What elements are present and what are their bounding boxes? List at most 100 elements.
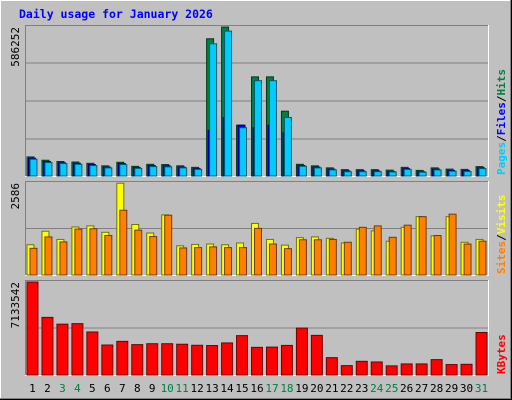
bar-visits-sites-day-15 [239,247,248,276]
x-tick-label-day-19: 19 [295,382,308,395]
bar-visits-sites-day-22 [343,241,352,276]
bar-hits-pages-day-26 [403,168,412,177]
bar-hits-pages-day-2 [44,162,53,177]
x-tick-label-day-16: 16 [250,382,263,395]
bar-hits-pages-day-12 [194,168,203,177]
x-tick-label-day-18: 18 [280,382,293,395]
bar-hits-pages-day-4 [74,163,83,177]
bar-hits-pages-day-9 [149,166,158,177]
x-tick-label-day-22: 22 [340,382,353,395]
legend-entry-hits-3: / [495,95,508,102]
bar-visits-sites-day-23 [358,226,367,276]
legend-kbytes: KBytes [495,334,508,374]
bar-visits-sites-day-27 [418,216,427,276]
bar-hits-pages-day-24 [373,171,382,177]
bar-visits-sites-day-30 [463,243,472,276]
bar-kbytes-kbytes-day-2 [41,316,54,376]
bar-kbytes-kbytes-day-10 [161,343,174,376]
legend-entry-visits-0: Sites [495,241,508,274]
x-tick-label-day-13: 13 [205,382,218,395]
bar-visits-sites-day-31 [478,240,487,276]
bar-hits-pages-day-31 [478,168,487,177]
x-tick-label-day-21: 21 [325,382,338,395]
y-max-label-visits: 2586 [9,183,22,210]
x-tick-label-day-2: 2 [44,382,51,395]
bar-hits-pages-day-27 [418,171,427,177]
bar-visits-sites-day-1 [29,247,38,276]
bar-kbytes-kbytes-day-22 [340,365,353,376]
bar-visits-sites-day-9 [149,236,158,276]
bar-visits-sites-day-5 [89,228,98,276]
x-tick-label-day-29: 29 [445,382,458,395]
bar-visits-sites-day-21 [328,238,337,276]
x-tick-label-day-14: 14 [220,382,234,395]
x-tick-label-day-9: 9 [149,382,156,395]
x-tick-label-day-26: 26 [400,382,413,395]
bar-kbytes-kbytes-day-16 [251,346,263,376]
panel-kbytes: 7133542 KBytes [9,280,508,376]
y-max-label-hits: 586252 [9,27,22,67]
bar-visits-sites-day-18 [283,248,292,276]
bar-kbytes-kbytes-day-14 [221,342,234,376]
bar-visits-sites-day-3 [59,241,68,276]
x-tick-label-day-8: 8 [134,382,141,395]
bar-hits-pages-day-8 [134,167,143,177]
bar-hits-pages-day-11 [179,167,188,177]
x-tick-label-day-27: 27 [415,382,428,395]
bar-kbytes-kbytes-day-3 [56,323,69,376]
bar-kbytes-kbytes-day-19 [295,327,308,376]
bar-kbytes-kbytes-day-6 [101,344,114,376]
bar-visits-sites-day-2 [44,236,53,276]
bar-visits-sites-day-7 [119,209,128,276]
x-tick-label-day-7: 7 [119,382,126,395]
chart-title: Daily usage for January 2026 [19,7,213,21]
bar-kbytes-kbytes-day-28 [430,359,443,376]
bar-hits-pages-day-10 [164,166,173,177]
bar-kbytes-kbytes-day-30 [460,363,473,376]
x-tick-label-day-3: 3 [59,382,66,395]
bar-hits-pages-day-3 [59,163,68,177]
bar-kbytes-kbytes-day-11 [176,343,189,376]
bar-kbytes-kbytes-day-24 [370,361,383,376]
bar-hits-pages-day-6 [104,167,113,177]
legend-entry-kbytes-0: KBytes [495,334,508,374]
bar-kbytes-kbytes-day-13 [206,345,219,376]
x-tick-label-day-20: 20 [310,382,323,395]
bar-hits-pages-day-25 [388,171,397,177]
bar-visits-sites-day-17 [268,243,277,276]
bar-kbytes-kbytes-day-25 [385,365,398,376]
x-tick-label-day-17: 17 [265,382,278,395]
bar-hits-pages-day-13 [209,43,218,177]
legend-visits: Sites/Visits [495,195,508,275]
bar-visits-sites-day-24 [373,225,382,276]
x-tick-label-day-11: 11 [176,382,189,395]
x-tick-label-day-12: 12 [191,382,204,395]
bar-visits-sites-day-14 [224,247,233,276]
x-tick-label-day-23: 23 [355,382,368,395]
legend-entry-hits-0: Pages [495,142,508,175]
legend-entry-visits-2: Visits [495,195,508,235]
bar-hits-pages-day-21 [328,169,337,177]
x-tick-label-day-4: 4 [74,382,81,395]
bar-kbytes-kbytes-day-8 [131,344,144,376]
bar-kbytes-kbytes-day-21 [325,357,338,376]
bar-kbytes-kbytes-day-5 [86,331,99,376]
bar-visits-sites-day-29 [448,213,457,276]
bar-visits-sites-day-12 [194,247,203,276]
bar-visits-sites-day-25 [388,236,397,276]
bar-hits-pages-day-18 [283,117,292,177]
x-tick-label-day-25: 25 [385,382,398,395]
x-tick-label-day-28: 28 [430,382,443,395]
bar-kbytes-kbytes-day-29 [445,364,458,376]
bar-hits-pages-day-1 [29,158,38,177]
bar-hits-pages-day-15 [239,127,248,177]
bar-kbytes-kbytes-day-4 [71,323,84,376]
bar-visits-sites-day-13 [209,246,218,276]
bar-kbytes-kbytes-day-23 [355,360,368,376]
bar-visits-sites-day-8 [134,229,143,276]
bar-hits-pages-day-14 [224,30,233,177]
bar-hits-pages-day-28 [433,169,442,177]
